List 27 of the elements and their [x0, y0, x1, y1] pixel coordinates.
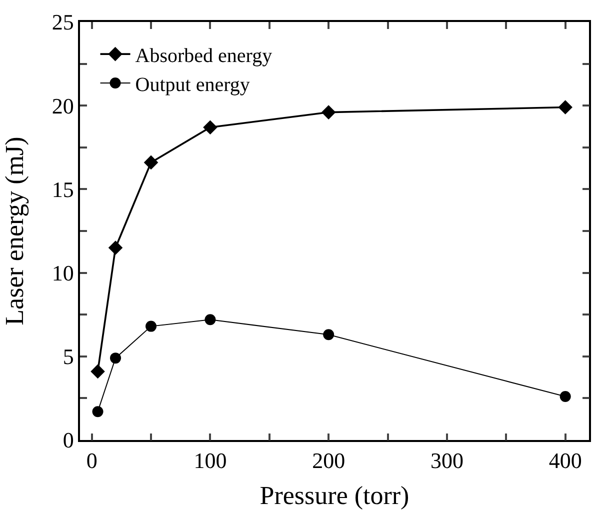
point — [110, 352, 122, 364]
point — [560, 391, 571, 402]
x-tick-label: 200 — [312, 448, 346, 474]
x-tick-label: 400 — [548, 448, 582, 474]
point — [203, 120, 218, 134]
point — [204, 314, 216, 326]
x-tick-label: 300 — [430, 448, 464, 474]
x-tick-label: 0 — [86, 448, 98, 474]
legend-label: Output energy — [135, 74, 250, 96]
point — [558, 100, 572, 114]
point — [146, 320, 157, 332]
point — [92, 406, 104, 418]
x-tick-label: 100 — [194, 448, 227, 474]
legend-label: Absorbed energy — [135, 44, 272, 67]
y-tick-label: 20 — [52, 93, 74, 118]
point — [323, 329, 334, 340]
point — [108, 240, 123, 255]
point — [144, 155, 158, 170]
point — [321, 105, 336, 120]
y-tick-label: 15 — [52, 176, 74, 202]
y-tick-label: 0 — [62, 428, 74, 453]
point — [90, 364, 105, 379]
y-axis-title: Laser energy (mJ) — [0, 136, 29, 326]
y-tick-label: 5 — [62, 344, 74, 370]
x-axis-title: Pressure (torr) — [260, 481, 410, 510]
y-tick-label: 10 — [52, 260, 74, 286]
y-tick-label: 25 — [52, 10, 74, 35]
